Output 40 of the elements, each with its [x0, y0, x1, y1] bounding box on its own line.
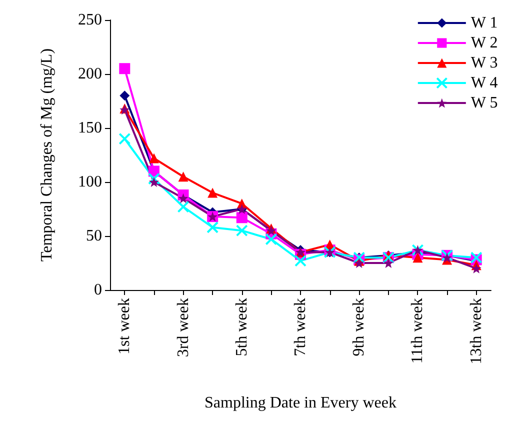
y-tick-label: 0 [94, 282, 102, 298]
point [354, 258, 364, 268]
y-axis-title: Temporal Changes of Mg (mg/L) [38, 48, 56, 262]
point [120, 90, 130, 101]
point [236, 212, 248, 224]
point [148, 177, 159, 187]
x-tick-label: 13th week [468, 298, 485, 364]
x-axis-title: Sampling Date in Every week [204, 394, 396, 412]
point [412, 252, 423, 263]
x-tick-label: 1st week [116, 298, 134, 354]
point [236, 224, 248, 237]
point [148, 172, 160, 185]
point [118, 132, 131, 145]
x-tick-label: 3rd week [174, 298, 192, 358]
legend-label: W 3 [470, 54, 498, 72]
point [208, 188, 218, 198]
point [119, 63, 130, 74]
legend-label: W 2 [470, 34, 498, 52]
x-tick-label: 11th week [409, 298, 426, 364]
point [470, 252, 482, 264]
x-tick-label: 7th week [292, 298, 309, 356]
x-tick-label: 9th week [350, 298, 368, 356]
y-tick-label: 100 [78, 174, 102, 190]
legend-label: W 5 [470, 94, 498, 112]
point [294, 254, 306, 267]
point [178, 172, 188, 182]
point [148, 153, 159, 164]
y-tick-label: 50 [86, 228, 102, 244]
point [178, 193, 188, 204]
point [471, 263, 482, 274]
y-tick-label: 250 [78, 12, 102, 28]
y-tick-label: 150 [78, 120, 102, 136]
y-tick-label: 200 [78, 66, 102, 82]
point [177, 200, 190, 213]
point [265, 233, 278, 246]
x-tick-label: 5th week [233, 298, 250, 356]
point [383, 258, 394, 268]
legend-label: W 1 [470, 14, 498, 32]
legend-label: W 4 [470, 74, 498, 92]
point [206, 221, 219, 234]
